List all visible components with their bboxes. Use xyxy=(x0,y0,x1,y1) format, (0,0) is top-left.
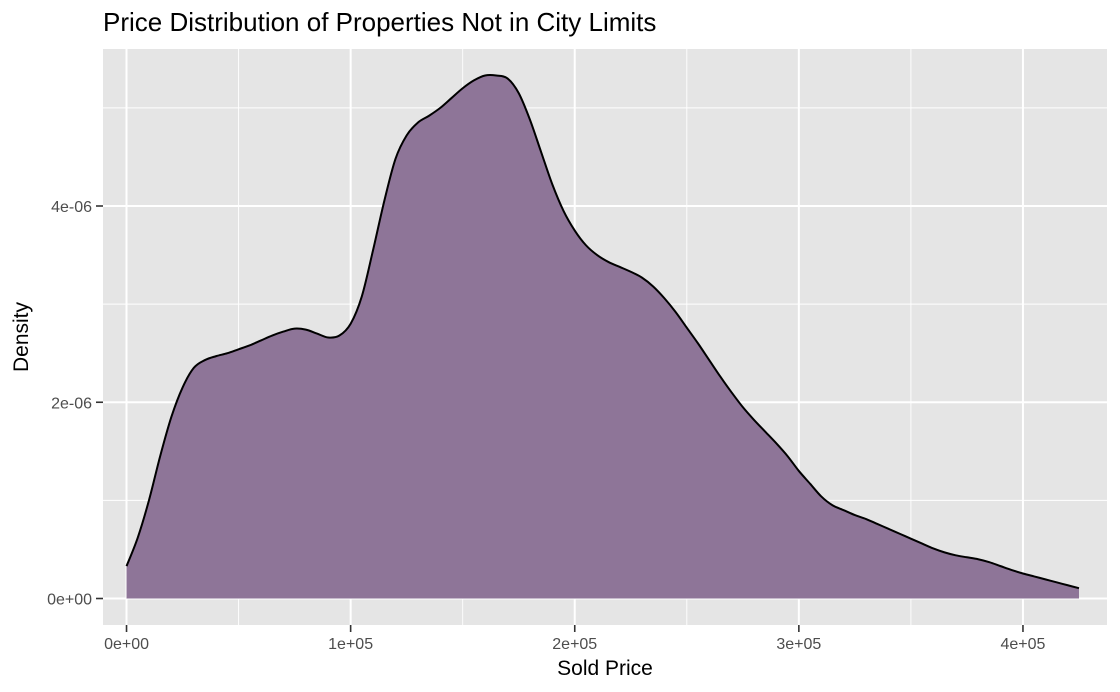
density-area xyxy=(126,74,1079,599)
x-tick-label: 0e+00 xyxy=(104,636,149,653)
x-tick-label: 1e+05 xyxy=(328,636,373,653)
density-line xyxy=(125,74,1080,590)
x-tick-label: 3e+05 xyxy=(776,636,821,653)
density-layer xyxy=(125,74,1080,599)
y-tick-label: 4e-06 xyxy=(51,199,92,216)
y-tick-label: 0e+00 xyxy=(47,592,92,609)
chart-title: Price Distribution of Properties Not in … xyxy=(103,7,656,37)
x-tick-label: 2e+05 xyxy=(552,636,597,653)
y-axis: 0e+00 2e-06 4e-06 xyxy=(47,199,103,609)
x-axis: 0e+00 1e+05 2e+05 3e+05 4e+05 xyxy=(104,625,1046,653)
y-axis-title: Density xyxy=(10,301,33,372)
y-tick-label: 2e-06 xyxy=(51,395,92,412)
x-axis-title: Sold Price xyxy=(557,657,653,680)
x-tick-label: 4e+05 xyxy=(1000,636,1045,653)
